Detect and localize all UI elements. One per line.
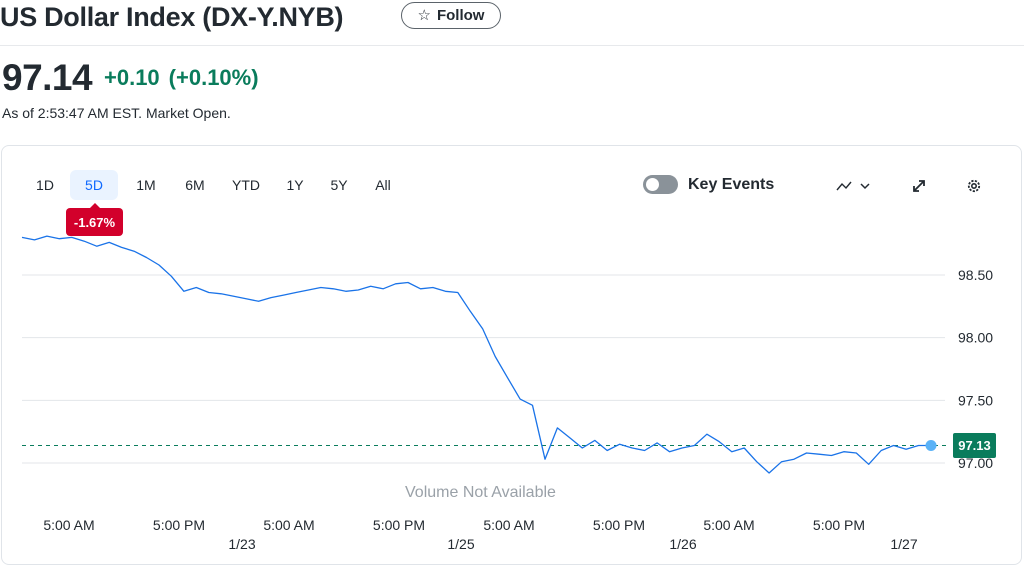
x-date-label: 1/26 — [669, 536, 696, 552]
x-date-label: 1/27 — [890, 536, 917, 552]
last-price-label: 97.13 — [953, 433, 996, 458]
price-change: +0.10 (+0.10%) — [104, 65, 259, 91]
last-price-dot — [925, 439, 937, 451]
x-tick-label: 5:00 AM — [483, 517, 534, 533]
x-tick-label: 5:00 AM — [703, 517, 754, 533]
chart-settings-button[interactable] — [963, 175, 985, 197]
key-events-toggle[interactable]: Key Events — [643, 175, 774, 194]
current-price: 97.14 — [2, 57, 93, 98]
follow-button[interactable]: ☆ Follow — [401, 2, 501, 29]
range-tab-1y[interactable]: 1Y — [286, 177, 304, 193]
range-tab-ytd[interactable]: YTD — [232, 177, 260, 193]
market-status: As of 2:53:47 AM EST. Market Open. — [2, 105, 231, 121]
x-tick-label: 5:00 AM — [43, 517, 94, 533]
range-selector: 1D 5D 1M 6M YTD 1Y 5Y All — [26, 170, 400, 200]
change-value: +0.10 — [104, 65, 160, 90]
performance-badge: -1.67% — [66, 203, 123, 236]
page-title: US Dollar Index (DX-Y.NYB) — [0, 2, 344, 32]
chevron-down-icon — [860, 183, 870, 190]
follow-label: Follow — [436, 7, 485, 24]
x-tick-label: 5:00 PM — [813, 517, 865, 533]
toggle-switch[interactable] — [643, 175, 678, 194]
range-tab-6m[interactable]: 6M — [185, 177, 205, 193]
x-tick-label: 5:00 PM — [373, 517, 425, 533]
y-tick-label: 98.00 — [958, 330, 993, 346]
y-tick-label: 97.50 — [958, 392, 993, 408]
fullscreen-button[interactable] — [908, 175, 930, 197]
range-tab-all[interactable]: All — [375, 177, 391, 193]
price-line — [21, 235, 931, 474]
key-events-label: Key Events — [688, 175, 775, 193]
x-tick-label: 5:00 AM — [263, 517, 314, 533]
x-tick-label: 5:00 PM — [593, 517, 645, 533]
range-tab-1d[interactable]: 1D — [36, 177, 54, 193]
change-percent: (+0.10%) — [168, 65, 259, 90]
header: US Dollar Index (DX-Y.NYB) ☆ Follow — [0, 0, 1024, 46]
y-tick-label: 98.50 — [958, 267, 993, 283]
y-tick-label: 97.00 — [958, 455, 993, 471]
range-tab-5y[interactable]: 5Y — [330, 177, 348, 193]
range-tab-1m[interactable]: 1M — [136, 177, 156, 193]
volume-unavailable-note: Volume Not Available — [405, 484, 556, 501]
chart-container — [1, 145, 1022, 565]
x-date-label: 1/23 — [228, 536, 255, 552]
star-outline-icon: ☆ — [417, 7, 431, 24]
range-tab-5d[interactable]: 5D — [70, 170, 118, 200]
x-date-label: 1/25 — [447, 536, 474, 552]
expand-icon — [913, 180, 925, 192]
chart-type-dropdown[interactable] — [833, 175, 873, 197]
x-tick-label: 5:00 PM — [153, 517, 205, 533]
gear-icon — [967, 179, 981, 193]
line-chart-icon — [836, 181, 870, 191]
